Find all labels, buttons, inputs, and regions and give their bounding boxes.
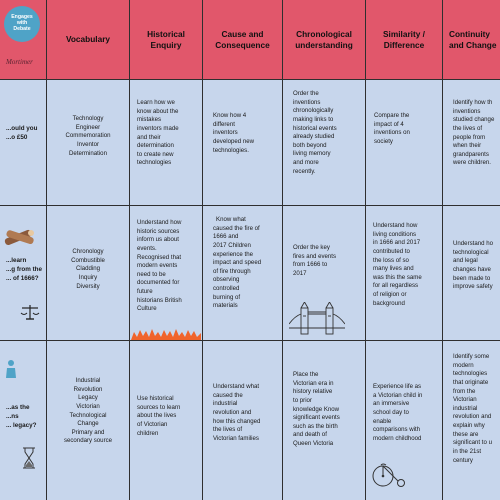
person-icon <box>6 360 16 378</box>
row-2-historical-enquiry: Understand how historic sources inform us … <box>130 206 203 341</box>
row-2-chronological: Order the key fires and events from 1666 t… <box>283 206 366 341</box>
row-2-continuity: Understand ho technological and legal chang… <box>443 206 500 341</box>
school-logo-text: Mortimer <box>6 58 33 66</box>
row-2-cause-consequence: Know what caused the fire of 1666 and 2017 … <box>203 206 283 341</box>
row-3-continuity: Identify some modern technologies that orig… <box>443 341 500 500</box>
header-cause-consequence: Cause and Consequence <box>203 0 283 80</box>
tower-bridge-icon <box>289 302 345 335</box>
engages-with-debate-logo: Engages with Debate <box>4 6 40 42</box>
row-3-historical-enquiry: Use historical sources to learn about the … <box>130 341 203 500</box>
row-3-question-cell: ...as the ...ns... legacy? <box>0 341 47 500</box>
row-2-similarity: Understand how living conditions in 1666 a… <box>366 206 443 341</box>
header-continuity-change: Continuity and Change <box>443 0 500 80</box>
row-1-question-cell: ...ould you ...o £50 <box>0 80 47 206</box>
fire-icon <box>131 329 201 340</box>
row-3-vocabulary: Industrial Revolution Legacy Victorian Techn… <box>47 341 130 500</box>
header-vocabulary: Vocabulary <box>47 0 130 80</box>
header-similarity-difference: Similarity / Difference <box>366 0 443 80</box>
header-historical-enquiry: Historical Enquiry <box>130 0 203 80</box>
row-1-similarity: Compare the impact of 4 inventions on socie… <box>366 80 443 206</box>
row-1-cause-consequence: Know how 4 different inventors developed ne… <box>203 80 283 206</box>
row-2-vocabulary: Chronology Combustible Cladding Inquiry Dive… <box>47 206 130 341</box>
row-2-question-cell: ...learn ...g from the... of 1666? <box>0 206 47 341</box>
row-3-cause-consequence: Understand what caused the industrial revol… <box>203 341 283 500</box>
row-3-similarity: Experience life as a Victorian child in an… <box>366 341 443 500</box>
row-1-vocabulary: Technology Engineer Commemoration Inventor D… <box>47 80 130 206</box>
penny-farthing-icon <box>372 463 405 487</box>
row-1-historical-enquiry: Learn how we know about the mistakes invent… <box>130 80 203 206</box>
row-1-continuity: Identify how th inventions studied change t… <box>443 80 500 206</box>
row-1-chronological: Order the inventions chronologically making… <box>283 80 366 206</box>
logo-cell: Engages with Debate Mortimer <box>0 0 47 80</box>
scales-icon <box>20 305 40 320</box>
logs-icon <box>4 229 34 246</box>
hourglass-icon <box>23 447 35 469</box>
row-3-chronological: Place the Victorian era in history relativ… <box>283 341 366 500</box>
header-chronological: Chronological understanding <box>283 0 366 80</box>
